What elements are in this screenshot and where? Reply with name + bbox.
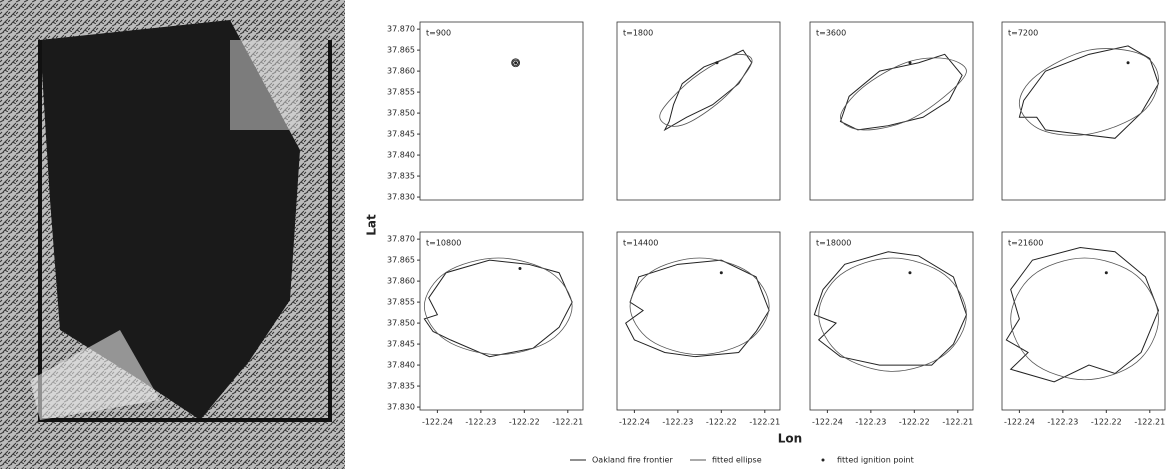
y-tick-label: 37.845 xyxy=(387,130,415,139)
panel-frame xyxy=(1002,232,1165,410)
y-tick-label: 37.840 xyxy=(387,151,415,160)
panel-frame xyxy=(810,22,973,200)
ignition-point xyxy=(908,271,911,274)
fire-frontier xyxy=(1019,46,1158,138)
y-tick-label: 37.830 xyxy=(387,193,415,202)
x-tick-label: -122.22 xyxy=(1091,418,1122,427)
fire-frontier xyxy=(665,50,752,130)
y-tick-label: 37.870 xyxy=(387,25,415,34)
legend-label: fitted ellipse xyxy=(712,456,762,465)
x-tick-label: -122.23 xyxy=(855,418,886,427)
panel-title: t=18000 xyxy=(816,239,851,248)
panel-title: t=21600 xyxy=(1008,239,1043,248)
panel-title: t=1800 xyxy=(623,29,653,38)
y-tick-label: 37.855 xyxy=(387,298,415,307)
y-tick-label: 37.840 xyxy=(387,361,415,370)
y-tick-label: 37.850 xyxy=(387,109,415,118)
ignition-point xyxy=(720,271,723,274)
x-tick-label: -122.24 xyxy=(422,418,453,427)
y-tick-label: 37.860 xyxy=(387,277,415,286)
x-tick-label: -122.23 xyxy=(465,418,496,427)
fitted-ellipse xyxy=(660,54,752,126)
y-axis-label: Lat xyxy=(365,214,379,236)
y-tick-label: 37.850 xyxy=(387,319,415,328)
x-axis-label: Lon xyxy=(778,432,802,446)
fire-frontier xyxy=(840,54,962,130)
fitted-ellipse xyxy=(819,258,967,371)
legend-label: Oakland fire frontier xyxy=(592,456,673,465)
y-tick-label: 37.845 xyxy=(387,340,415,349)
y-tick-label: 37.860 xyxy=(387,67,415,76)
y-tick-label: 37.870 xyxy=(387,235,415,244)
ignition-point xyxy=(715,61,718,64)
x-tick-label: -122.22 xyxy=(509,418,540,427)
y-tick-label: 37.865 xyxy=(387,256,415,265)
ignition-point xyxy=(518,267,521,270)
x-tick-label: -122.22 xyxy=(706,418,737,427)
y-tick-label: 37.855 xyxy=(387,88,415,97)
x-tick-label: -122.23 xyxy=(1047,418,1078,427)
ignition-point xyxy=(514,61,517,64)
ignition-point xyxy=(1105,271,1108,274)
panel-title: t=10800 xyxy=(426,239,461,248)
fire-frontier xyxy=(1006,248,1158,382)
panel-frame xyxy=(1002,22,1165,200)
panel-frame xyxy=(617,232,780,410)
x-tick-label: -122.21 xyxy=(552,418,583,427)
x-tick-label: -122.22 xyxy=(899,418,930,427)
x-tick-label: -122.21 xyxy=(942,418,973,427)
panel-title: t=7200 xyxy=(1008,29,1038,38)
legend-label: fitted ignition point xyxy=(837,456,914,465)
ignition-point xyxy=(1127,61,1130,64)
panel-title: t=900 xyxy=(426,29,451,38)
x-tick-label: -122.24 xyxy=(619,418,650,427)
ignition-point xyxy=(908,61,911,64)
legend-marker xyxy=(822,459,825,462)
x-tick-label: -122.23 xyxy=(662,418,693,427)
x-tick-label: -122.21 xyxy=(1134,418,1165,427)
panel-frame xyxy=(810,232,973,410)
figure: Lon Lat t=900 37.870 37.865 37.860 37.855 37.… xyxy=(0,0,1175,469)
fitted-ellipse xyxy=(1011,258,1159,380)
fitted-ellipse xyxy=(840,58,966,130)
panel-title: t=3600 xyxy=(816,29,846,38)
panel-frame xyxy=(420,22,583,200)
scanned-map xyxy=(0,0,345,469)
panel-frame xyxy=(420,232,583,410)
fire-frontier xyxy=(814,252,966,365)
x-tick-label: -122.21 xyxy=(749,418,780,427)
y-tick-label: 37.835 xyxy=(387,382,415,391)
y-tick-label: 37.835 xyxy=(387,172,415,181)
y-tick-label: 37.865 xyxy=(387,46,415,55)
panel-title: t=14400 xyxy=(623,239,658,248)
x-tick-label: -122.24 xyxy=(1004,418,1035,427)
y-tick-label: 37.830 xyxy=(387,403,415,412)
fire-frontier xyxy=(424,260,572,357)
x-tick-label: -122.24 xyxy=(812,418,843,427)
